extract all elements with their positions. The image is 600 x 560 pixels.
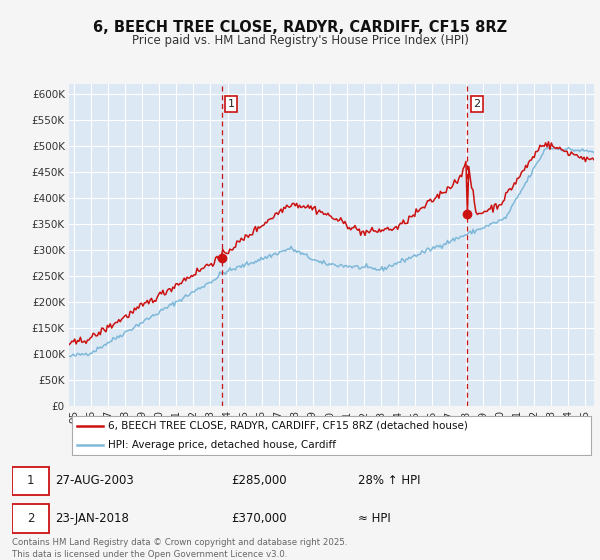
Text: ≈ HPI: ≈ HPI — [358, 512, 391, 525]
Text: 6, BEECH TREE CLOSE, RADYR, CARDIFF, CF15 8RZ (detached house): 6, BEECH TREE CLOSE, RADYR, CARDIFF, CF1… — [109, 421, 468, 431]
Text: Price paid vs. HM Land Registry's House Price Index (HPI): Price paid vs. HM Land Registry's House … — [131, 34, 469, 46]
FancyBboxPatch shape — [12, 505, 49, 533]
Text: 28% ↑ HPI: 28% ↑ HPI — [358, 474, 420, 487]
Text: 1: 1 — [227, 99, 235, 109]
Text: 23-JAN-2018: 23-JAN-2018 — [55, 512, 129, 525]
Text: Contains HM Land Registry data © Crown copyright and database right 2025.
This d: Contains HM Land Registry data © Crown c… — [12, 538, 347, 559]
Text: £285,000: £285,000 — [231, 474, 287, 487]
Text: £370,000: £370,000 — [231, 512, 287, 525]
FancyBboxPatch shape — [12, 466, 49, 495]
Text: 27-AUG-2003: 27-AUG-2003 — [55, 474, 134, 487]
Text: 6, BEECH TREE CLOSE, RADYR, CARDIFF, CF15 8RZ: 6, BEECH TREE CLOSE, RADYR, CARDIFF, CF1… — [93, 20, 507, 35]
Text: 2: 2 — [473, 99, 481, 109]
Text: 2: 2 — [27, 512, 34, 525]
Text: 1: 1 — [27, 474, 34, 487]
FancyBboxPatch shape — [71, 416, 592, 455]
Text: HPI: Average price, detached house, Cardiff: HPI: Average price, detached house, Card… — [109, 440, 337, 450]
